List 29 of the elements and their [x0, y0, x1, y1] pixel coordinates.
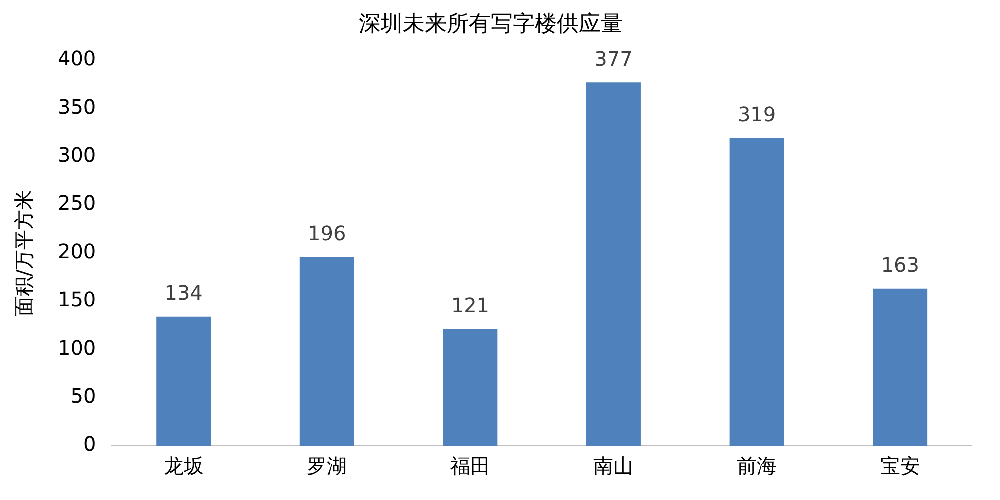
y-tick-label: 400 [58, 46, 96, 71]
data-label: 134 [164, 281, 203, 306]
x-tick-label: 福田 [450, 454, 490, 478]
data-label: 377 [594, 46, 633, 71]
x-tick-label: 龙坂 [164, 454, 204, 478]
bar [730, 138, 784, 446]
data-label: 121 [451, 294, 490, 318]
data-label: 196 [308, 221, 346, 246]
y-axis-title: 面积/万平方米 [12, 190, 36, 317]
y-tick-label: 150 [58, 288, 96, 312]
y-tick-label: 100 [58, 336, 96, 360]
bar [586, 82, 641, 446]
chart-title: 深圳未来所有写字楼供应量 [359, 12, 623, 37]
y-tick-label: 0 [83, 432, 96, 456]
y-tick-label: 250 [58, 191, 96, 216]
bar [873, 288, 928, 446]
y-tick-label: 350 [58, 94, 96, 119]
x-tick-label: 前海 [737, 454, 778, 478]
y-tick-label: 200 [58, 239, 96, 264]
bar [300, 257, 354, 446]
bar [443, 329, 498, 446]
x-tick-label: 南山 [594, 454, 634, 478]
data-label: 319 [738, 102, 776, 127]
data-label: 163 [881, 253, 920, 278]
y-tick-label: 50 [70, 384, 96, 408]
x-tick-label: 罗湖 [307, 454, 348, 478]
bar [156, 316, 212, 446]
y-tick-label: 300 [58, 143, 96, 168]
x-tick-label: 宝安 [880, 454, 920, 478]
